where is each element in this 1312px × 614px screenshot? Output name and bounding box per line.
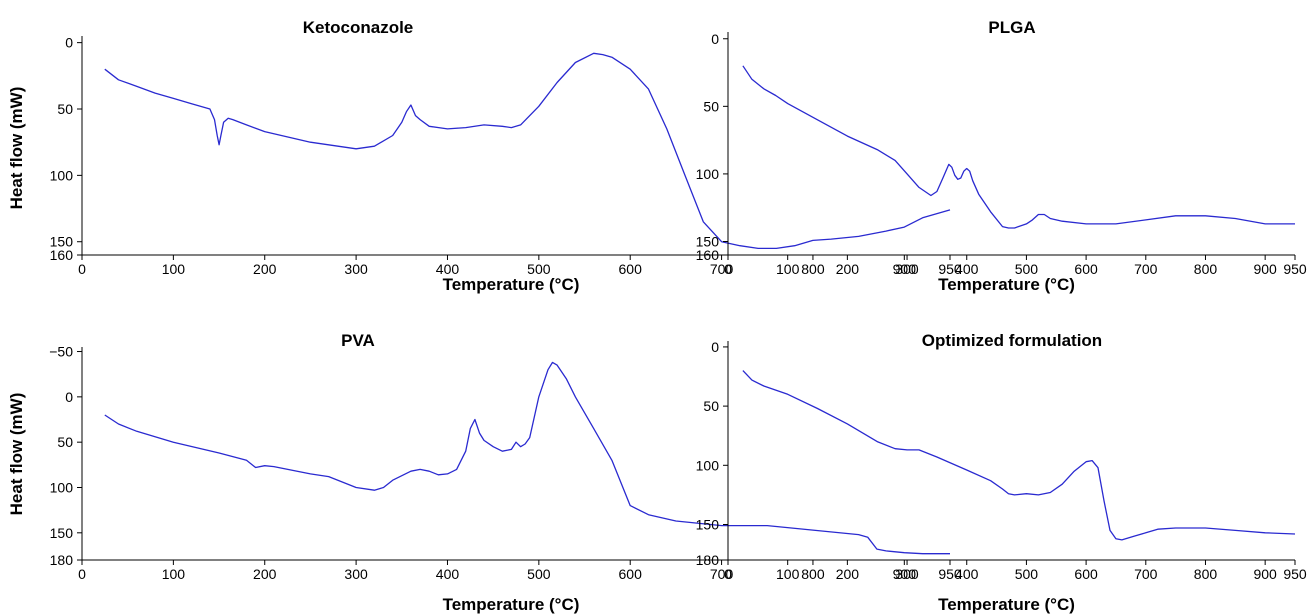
x-tick-label: 300 bbox=[344, 261, 368, 277]
x-tick-label: 0 bbox=[724, 566, 732, 582]
x-tick-label: 100 bbox=[162, 261, 186, 277]
x-tick-label: 0 bbox=[78, 261, 86, 277]
x-tick-label: 500 bbox=[527, 261, 551, 277]
x-tick-label: 600 bbox=[1074, 261, 1098, 277]
y-tick-label: 100 bbox=[50, 479, 74, 495]
series-line-plga bbox=[742, 65, 1295, 229]
panel-title: PLGA bbox=[988, 18, 1035, 37]
x-tick-label: 500 bbox=[1015, 261, 1039, 277]
x-tick-label: 900 bbox=[893, 261, 917, 277]
x-tick-label: 500 bbox=[1015, 566, 1039, 582]
x-tick-label: 900 bbox=[1253, 261, 1277, 277]
y-tick-label: 0 bbox=[711, 339, 719, 355]
y-tick-label: 150 bbox=[50, 525, 74, 541]
y-tick-label: −50 bbox=[49, 344, 73, 360]
x-tick-label: 800 bbox=[1194, 261, 1218, 277]
y-tick-label: 0 bbox=[65, 389, 73, 405]
y-tick-label: 150 bbox=[696, 516, 720, 532]
x-tick-label: 100 bbox=[776, 566, 800, 582]
x-tick-label: 300 bbox=[895, 261, 919, 277]
x-tick-label: 100 bbox=[162, 566, 186, 582]
y-tick-label: 50 bbox=[703, 398, 719, 414]
y-tick-label: 160 bbox=[696, 247, 720, 263]
x-tick-label: 950 bbox=[938, 566, 962, 582]
series-line-optimized-formulation bbox=[742, 370, 1296, 541]
y-tick-label: 0 bbox=[65, 35, 73, 51]
x-axis-label: Temperature (°C) bbox=[938, 595, 1075, 614]
x-tick-label: 0 bbox=[724, 261, 732, 277]
y-tick-label: 0 bbox=[711, 31, 719, 47]
x-tick-label: 400 bbox=[955, 566, 979, 582]
x-tick-label: 800 bbox=[801, 566, 825, 582]
y-tick-label: 150 bbox=[696, 233, 720, 249]
x-tick-label: 800 bbox=[801, 261, 825, 277]
x-tick-label: 200 bbox=[836, 261, 860, 277]
x-tick-label: 500 bbox=[527, 566, 551, 582]
x-tick-label: 200 bbox=[253, 566, 277, 582]
x-tick-label: 700 bbox=[1134, 566, 1158, 582]
y-tick-label: 160 bbox=[50, 247, 74, 263]
y-tick-label: 50 bbox=[57, 434, 73, 450]
x-axis-label: Temperature (°C) bbox=[443, 275, 580, 294]
y-tick-label: 180 bbox=[50, 552, 74, 568]
x-tick-label: 300 bbox=[895, 566, 919, 582]
panel-plga: 0 100 200 300 400 500 600 700 800 900 950 0 50 100 150… bbox=[696, 18, 1307, 294]
x-tick-label: 0 bbox=[78, 566, 86, 582]
x-tick-label: 800 bbox=[1194, 566, 1218, 582]
y-tick-label: 50 bbox=[703, 98, 719, 114]
x-tick-label: 600 bbox=[619, 566, 643, 582]
x-tick-label: 600 bbox=[1074, 566, 1098, 582]
x-tick-label: 200 bbox=[836, 566, 860, 582]
y-tick-label: 180 bbox=[696, 552, 720, 568]
y-axis-label: Heat flow (mW) bbox=[7, 393, 26, 516]
x-tick-label: 400 bbox=[436, 566, 460, 582]
x-tick-label: 300 bbox=[344, 566, 368, 582]
panel-ketoconazole: 0 100 200 300 400 500 600 700 800 900 950050100150… bbox=[7, 18, 962, 294]
series-line-ketoconazole bbox=[104, 52, 951, 250]
x-tick-label: 700 bbox=[710, 261, 734, 277]
x-tick-label: 950 bbox=[1283, 261, 1307, 277]
x-tick-label: 400 bbox=[436, 261, 460, 277]
x-axis-label: Temperature (°C) bbox=[938, 275, 1075, 294]
y-tick-label: 100 bbox=[696, 166, 720, 182]
panel-title: Optimized formulation bbox=[922, 331, 1102, 350]
y-axis-label: Heat flow (mW) bbox=[7, 87, 26, 210]
x-axis-label: Temperature (°C) bbox=[443, 595, 580, 614]
x-tick-label: 100 bbox=[776, 261, 800, 277]
x-tick-label: 900 bbox=[893, 566, 917, 582]
panel-title: Ketoconazole bbox=[303, 18, 414, 37]
panel-optimized-formulation: 0 100 200 300 400 500 600 700 800 900 950 0 50 100 150… bbox=[696, 331, 1307, 614]
x-tick-label: 900 bbox=[1253, 566, 1277, 582]
x-tick-label: 950 bbox=[1283, 566, 1307, 582]
x-tick-label: 200 bbox=[253, 261, 277, 277]
panel-title: PVA bbox=[341, 331, 375, 350]
y-tick-label: 100 bbox=[696, 457, 720, 473]
y-tick-label: 50 bbox=[57, 101, 73, 117]
x-tick-label: 700 bbox=[710, 566, 734, 582]
y-tick-label: 100 bbox=[50, 167, 74, 183]
series-line-pva bbox=[104, 361, 950, 555]
x-tick-label: 950 bbox=[938, 261, 962, 277]
x-tick-label: 400 bbox=[955, 261, 979, 277]
y-tick-label: 150 bbox=[50, 234, 74, 250]
x-tick-label: 600 bbox=[619, 261, 643, 277]
panel-pva: 0 100 200 300 400 500 600 700 800 900 950−50050100… bbox=[7, 331, 962, 614]
x-tick-label: 700 bbox=[1134, 261, 1158, 277]
